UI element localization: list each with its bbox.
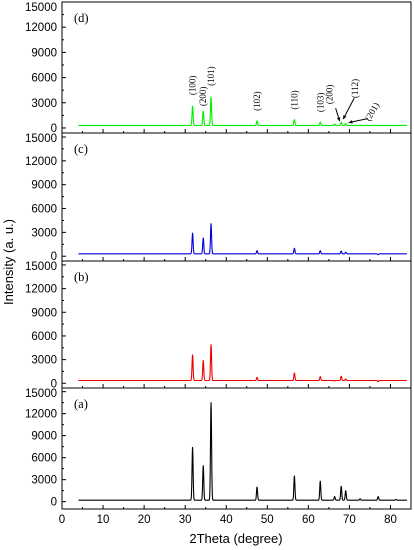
y-tick-label: 12000 <box>25 156 57 168</box>
panel-label: (c) <box>74 142 88 156</box>
x-tick-label: 0 <box>59 514 65 526</box>
panel-label: (b) <box>74 270 89 284</box>
y-tick-label: 9000 <box>31 47 57 59</box>
x-tick-label: 10 <box>97 514 110 526</box>
panel-c: 0 3000 6000 9000 12000 15000 (c) <box>25 132 412 263</box>
y-tick-label: 6000 <box>31 331 57 343</box>
chart-panels: 03000600090001200015000(d)(100)(200)(101… <box>25 1 412 526</box>
diffraction-trace <box>78 402 408 501</box>
peak-label: (100) <box>188 76 198 96</box>
y-tick-label: 6000 <box>31 73 57 85</box>
peak-arrow-head <box>348 120 353 124</box>
y-tick-label: 3000 <box>31 475 57 487</box>
peak-label: (200) <box>198 87 208 107</box>
y-tick-label: 3000 <box>31 227 57 239</box>
y-tick-label: 15000 <box>25 133 57 145</box>
x-tick-label: 30 <box>179 514 192 526</box>
x-tick-label: 20 <box>138 514 151 526</box>
x-tick-label: 80 <box>384 514 397 526</box>
diffraction-trace <box>78 96 408 126</box>
y-tick-label: 3000 <box>31 98 57 110</box>
panel-frame <box>61 387 412 510</box>
panel-a: 0 3000 6000 9000 12000 15000 0 10 20 30 40 50 60 70 80… <box>25 387 412 526</box>
peak-label: (112) <box>350 79 360 98</box>
diffraction-trace <box>78 344 408 383</box>
y-tick-label: 6000 <box>31 204 57 216</box>
y-tick-label: 12000 <box>25 22 57 34</box>
y-axis-label: Intensity (a. u.) <box>1 219 16 305</box>
y-tick-label: 12000 <box>25 284 57 296</box>
y-tick-label: 6000 <box>31 453 57 465</box>
x-tick-label: 50 <box>261 514 274 526</box>
peak-arrow-head <box>336 117 341 122</box>
y-tick-label: 12000 <box>25 409 57 421</box>
y-tick-label: 0 <box>51 378 57 390</box>
y-tick-label: 9000 <box>31 307 57 319</box>
panel-label: (d) <box>74 11 89 25</box>
peak-label: (110) <box>289 90 299 109</box>
y-tick-label: 15000 <box>25 388 57 400</box>
y-tick-label: 9000 <box>31 180 57 192</box>
panel-frame <box>61 260 412 389</box>
y-tick-label: 15000 <box>25 261 57 273</box>
diffraction-trace <box>78 223 408 256</box>
y-tick-label: 9000 <box>31 431 57 443</box>
peak-arrow <box>342 97 355 120</box>
panel-b: 0 3000 6000 9000 12000 15000 (b) <box>25 260 412 390</box>
panel-frame <box>61 132 412 262</box>
y-tick-label: 0 <box>51 123 57 135</box>
panel-label: (a) <box>74 397 88 411</box>
peak-label: (102) <box>252 91 262 111</box>
peak-label: (103) <box>315 93 325 113</box>
y-tick-label: 15000 <box>25 2 57 14</box>
panel-d: 03000600090001200015000(d)(100)(200)(101… <box>25 1 412 135</box>
x-axis-label: 2Theta (degree) <box>189 531 282 546</box>
y-tick-label: 0 <box>51 497 57 509</box>
peak-arrow-head <box>343 115 347 120</box>
peak-label: (200) <box>325 85 335 105</box>
x-tick-label: 40 <box>220 514 233 526</box>
panel-frame <box>61 1 412 134</box>
y-tick-label: 0 <box>51 251 57 263</box>
y-tick-label: 3000 <box>31 355 57 367</box>
x-tick-label: 60 <box>302 514 315 526</box>
x-tick-label: 70 <box>343 514 356 526</box>
peak-label: (101) <box>206 66 216 86</box>
